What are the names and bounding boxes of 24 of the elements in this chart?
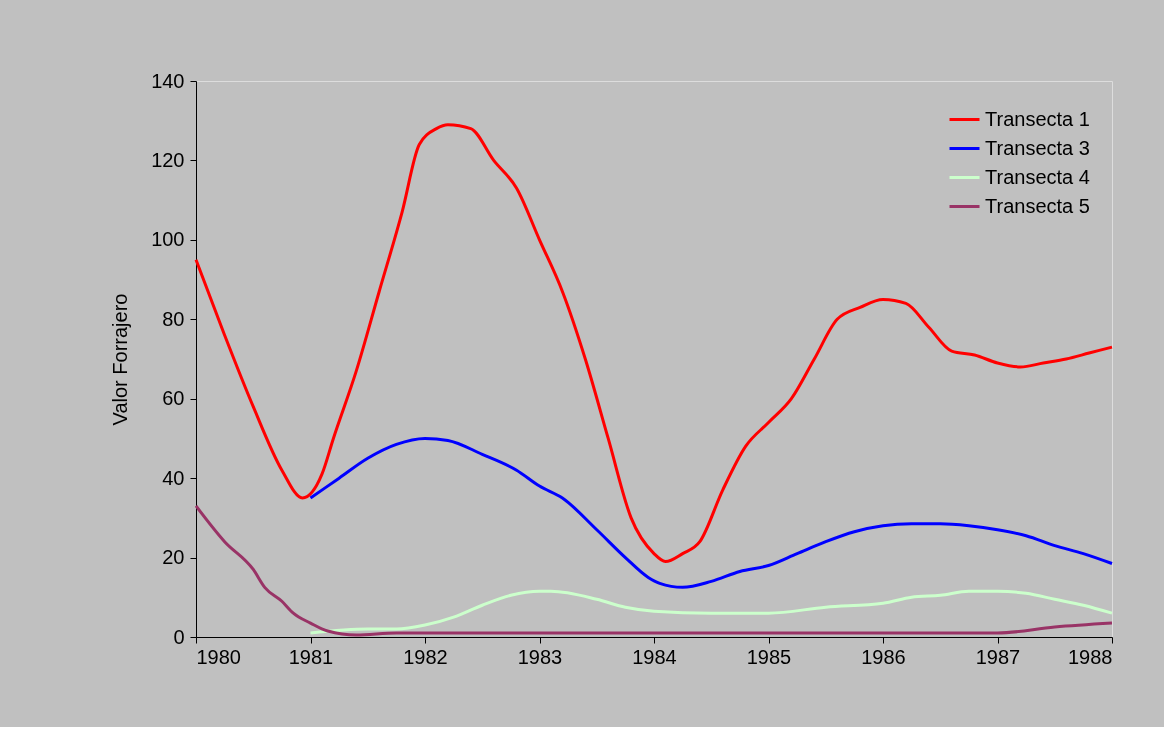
line-series — [309, 436, 1114, 589]
x-tick-label: 1981 — [288, 645, 334, 668]
y-tick-label: 100 — [151, 228, 185, 251]
x-tick-label: 1982 — [403, 645, 448, 668]
x-tick-label: 1988 — [1068, 645, 1113, 668]
y-tick-label: 140 — [151, 69, 185, 92]
y-tick-label: 40 — [162, 466, 185, 489]
y-tick-label: 120 — [151, 148, 185, 171]
line-series — [309, 589, 1114, 635]
legend-label: Transecta 3 — [985, 136, 1090, 159]
legend-label: Transecta 4 — [985, 165, 1090, 188]
x-tick-label: 1987 — [975, 645, 1021, 668]
y-tick-label: 60 — [162, 387, 185, 410]
y-tick-label: 20 — [162, 546, 185, 569]
x-tick-label: 1983 — [517, 645, 563, 668]
y-axis-title: Valor Forrajero — [109, 293, 132, 426]
x-tick-label: 1984 — [632, 645, 677, 668]
x-tick-label: 1985 — [746, 645, 792, 668]
y-tick-label: 80 — [162, 307, 185, 330]
legend-label: Transecta 1 — [985, 107, 1090, 130]
y-tick-label: 0 — [173, 625, 185, 648]
legend-label: Transecta 5 — [985, 194, 1090, 217]
x-tick-label: 1980 — [196, 645, 241, 668]
x-tick-label: 1986 — [861, 645, 906, 668]
